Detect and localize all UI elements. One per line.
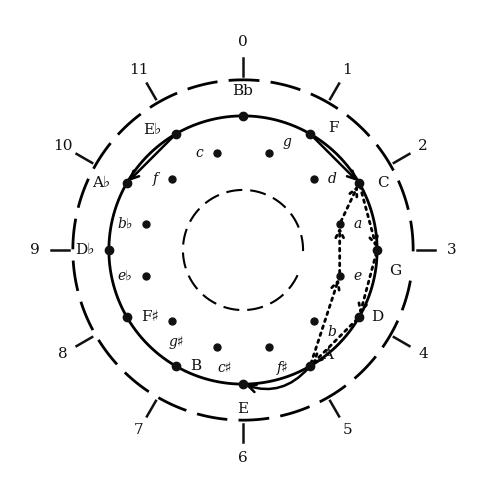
Text: b: b: [328, 325, 337, 339]
Text: 0: 0: [238, 35, 248, 49]
Text: 9: 9: [30, 243, 40, 257]
Text: f: f: [153, 172, 158, 186]
Text: 2: 2: [418, 139, 428, 153]
Text: 5: 5: [342, 424, 352, 438]
Text: E: E: [238, 402, 248, 416]
Text: 7: 7: [134, 424, 144, 438]
Text: F♯: F♯: [141, 310, 159, 324]
Text: 3: 3: [446, 243, 456, 257]
Text: c: c: [195, 146, 203, 160]
Text: F: F: [328, 121, 339, 135]
Text: g: g: [283, 136, 292, 149]
Text: b♭: b♭: [117, 217, 132, 231]
Text: g♯: g♯: [168, 335, 184, 349]
Text: 6: 6: [238, 451, 248, 465]
Text: A: A: [322, 348, 333, 362]
Text: D♭: D♭: [75, 243, 95, 257]
Text: e♭: e♭: [118, 269, 132, 283]
Text: 11: 11: [129, 62, 149, 76]
Text: C: C: [377, 176, 389, 190]
Text: D: D: [371, 310, 383, 324]
Text: G: G: [389, 264, 401, 278]
Text: E♭: E♭: [143, 123, 162, 137]
Text: 1: 1: [342, 62, 352, 76]
Text: 8: 8: [58, 347, 68, 361]
Text: Bb: Bb: [233, 84, 253, 98]
Text: a: a: [354, 217, 362, 231]
Text: d: d: [328, 172, 337, 186]
Text: B: B: [190, 359, 201, 373]
Text: f♯: f♯: [277, 360, 289, 374]
Text: e: e: [354, 269, 362, 283]
Text: 10: 10: [53, 139, 72, 153]
Text: c♯: c♯: [217, 360, 232, 374]
Text: 4: 4: [418, 347, 428, 361]
Text: A♭: A♭: [92, 176, 111, 190]
